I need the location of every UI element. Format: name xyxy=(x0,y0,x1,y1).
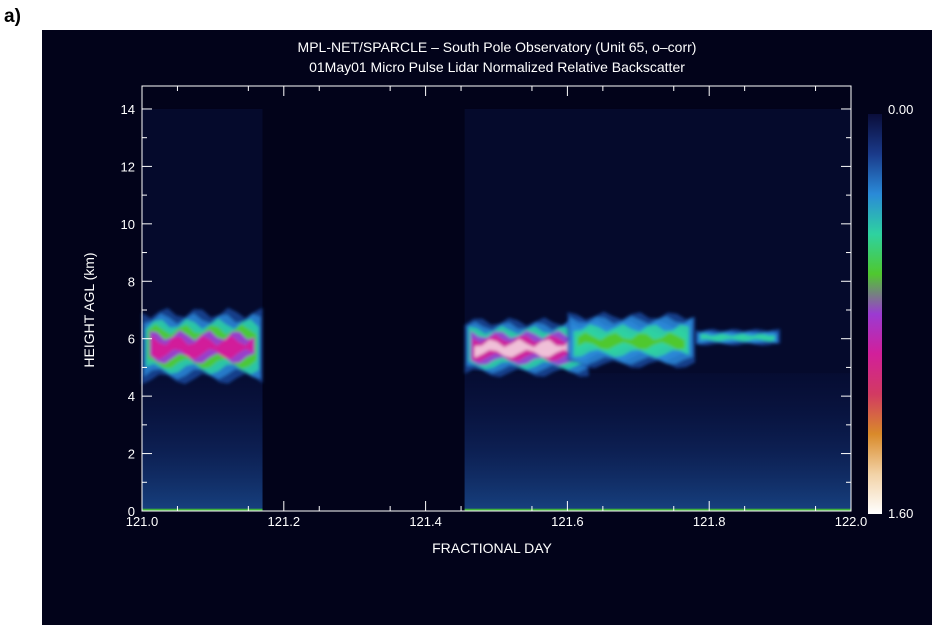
surface-return xyxy=(464,508,851,511)
colorbar-max-label: 1.60 xyxy=(888,506,913,521)
chart-panel: MPL-NET/SPARCLE – South Pole Observatory… xyxy=(42,30,932,625)
y-tick-label: 8 xyxy=(128,274,135,289)
x-tick-label: 122.0 xyxy=(835,514,868,529)
y-tick-label: 12 xyxy=(121,159,135,174)
y-tick-label: 2 xyxy=(128,447,135,462)
chart-title: MPL-NET/SPARCLE – South Pole Observatory… xyxy=(298,39,697,55)
y-tick-label: 4 xyxy=(128,389,135,404)
cloud-layer xyxy=(142,307,263,385)
lidar-backscatter-chart: MPL-NET/SPARCLE – South Pole Observatory… xyxy=(81,39,913,556)
colorbar xyxy=(868,114,882,514)
colorbar-min-label: 0.00 xyxy=(888,102,913,117)
low-level-backscatter xyxy=(464,373,851,511)
y-tick-label: 14 xyxy=(121,102,135,117)
cloud-band xyxy=(701,335,774,341)
x-tick-label: 121.4 xyxy=(409,514,442,529)
x-tick-label: 121.8 xyxy=(693,514,726,529)
chart-subtitle: 01May01 Micro Pulse Lidar Normalized Rel… xyxy=(309,59,685,75)
y-tick-label: 0 xyxy=(128,504,135,519)
x-tick-label: 121.2 xyxy=(268,514,301,529)
y-tick-label: 6 xyxy=(128,332,135,347)
x-axis-label: FRACTIONAL DAY xyxy=(432,540,552,556)
cloud-layer xyxy=(464,317,589,378)
surface-return xyxy=(142,508,263,511)
x-tick-label: 121.0 xyxy=(126,514,159,529)
low-level-backscatter xyxy=(142,373,263,511)
y-axis-label: HEIGHT AGL (km) xyxy=(81,252,97,367)
plot-area xyxy=(142,108,851,512)
x-tick-label: 121.6 xyxy=(551,514,584,529)
cloud-band xyxy=(577,332,685,350)
cloud-band xyxy=(474,339,579,358)
y-tick-label: 10 xyxy=(121,217,135,232)
axes: 121.0 121.2 121.4 121.6 121.8 122.0 0 2 4 6 8 10 12 1… xyxy=(121,85,868,529)
cloud-layer xyxy=(567,311,695,369)
cloud-band xyxy=(151,335,253,360)
panel-label: a) xyxy=(4,6,21,27)
plot-border xyxy=(141,85,852,512)
cloud-layer xyxy=(695,329,781,346)
